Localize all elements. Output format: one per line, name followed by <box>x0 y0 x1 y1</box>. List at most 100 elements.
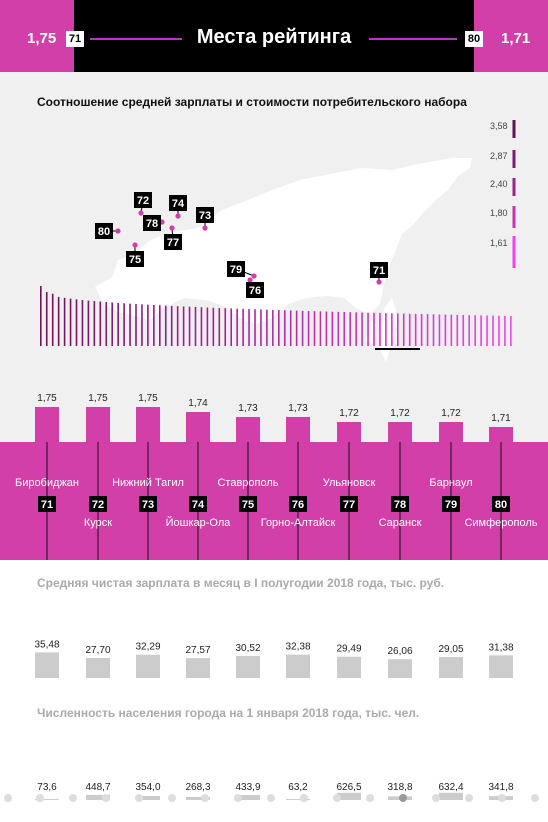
distribution-bar <box>426 314 429 346</box>
pagination-dot[interactable] <box>69 794 77 802</box>
pagination-dot[interactable] <box>168 794 176 802</box>
distribution-bar <box>159 305 161 346</box>
ratio-label: 1,73 <box>238 403 258 414</box>
distribution-bar <box>397 313 399 346</box>
city-name: Курск <box>84 517 112 529</box>
city-name: Йошкар-Ола <box>166 516 232 529</box>
pagination-dot[interactable] <box>102 794 110 802</box>
pagination-dot[interactable] <box>498 794 506 802</box>
ratio-map-chart: 80 72 78 74 77 73 75 79 76 71 <box>40 120 516 362</box>
city-marker-dot <box>132 242 138 248</box>
scale-label-2: 2,87 <box>490 151 508 161</box>
salary-title: Средняя чистая зарплата в месяц в I полу… <box>37 576 445 590</box>
city-name: Барнаул <box>429 477 472 489</box>
city-marker-label: 79 <box>230 264 242 276</box>
rank-badge <box>189 496 207 512</box>
population-label: 626,5 <box>336 782 361 793</box>
distribution-bar <box>278 310 280 346</box>
ratio-distribution-bars <box>40 286 512 346</box>
distribution-bar <box>504 315 506 346</box>
pagination-dot[interactable] <box>432 794 440 802</box>
russia-map <box>95 158 472 324</box>
distribution-bar <box>164 305 167 346</box>
rank-badge <box>38 496 56 512</box>
pagination-dot[interactable] <box>300 794 308 802</box>
ratio-bar <box>337 422 361 442</box>
distribution-bar <box>313 311 316 346</box>
rank-badge <box>442 496 460 512</box>
population-label: 433,9 <box>235 782 260 793</box>
distribution-bar <box>111 302 113 346</box>
rank-label: 77 <box>343 499 355 511</box>
city-name: Ульяновск <box>323 477 376 489</box>
salary-bar <box>489 655 513 678</box>
page-title: Места рейтинга <box>196 26 352 48</box>
city-marker-badge <box>227 261 245 277</box>
city-marker-dot <box>138 210 144 216</box>
salary-bar <box>337 656 361 678</box>
distribution-bar <box>325 311 328 346</box>
city-marker-dot <box>376 279 382 285</box>
distribution-bar <box>492 315 494 346</box>
distribution-bar <box>456 314 459 346</box>
header-left-line <box>90 38 182 40</box>
population-bar <box>186 796 210 800</box>
cities-band <box>0 442 548 560</box>
city-marker-badge <box>246 282 264 298</box>
distribution-bar <box>93 301 96 346</box>
pagination-dot[interactable] <box>399 794 407 802</box>
distribution-bar <box>266 309 268 346</box>
distribution-bar <box>123 303 125 346</box>
pagination-dot[interactable] <box>465 794 473 802</box>
distribution-bar <box>349 312 351 346</box>
ratio-bar <box>236 417 260 442</box>
distribution-bar <box>486 315 488 346</box>
city-marker-label: 71 <box>373 265 385 277</box>
city-marker-label: 76 <box>249 285 261 297</box>
population-label: 632,4 <box>438 782 463 793</box>
city-marker-label: 72 <box>137 195 149 207</box>
distribution-bar <box>87 300 90 346</box>
pagination-dot[interactable] <box>201 794 209 802</box>
distribution-bar <box>40 286 42 346</box>
details-section <box>0 560 548 822</box>
rank-label: 78 <box>394 499 406 511</box>
distribution-bar <box>295 310 298 346</box>
city-name: Нижний Тагил <box>112 477 184 489</box>
distribution-bar <box>402 313 405 346</box>
pagination-dot[interactable] <box>267 794 275 802</box>
city-marker-badge <box>95 223 113 239</box>
pagination-dot[interactable] <box>366 794 374 802</box>
salary-label: 32,38 <box>285 642 310 653</box>
population-bar <box>236 795 260 800</box>
distribution-bar <box>260 309 262 346</box>
pagination-dot[interactable] <box>36 794 44 802</box>
ratio-title: Соотношение средней зарплаты и стоимости… <box>37 95 467 109</box>
pagination-dot[interactable] <box>4 794 12 802</box>
distribution-bar <box>385 313 387 346</box>
ratio-bar <box>136 407 160 442</box>
distribution-bar <box>99 301 102 346</box>
distribution-bar <box>498 315 500 346</box>
city-marker-label: 77 <box>167 237 179 249</box>
distribution-bar <box>331 311 334 346</box>
distribution-bar <box>432 314 435 346</box>
distribution-bar <box>254 309 256 346</box>
city-marker-dot <box>251 273 257 279</box>
city-marker-label: 74 <box>172 198 185 210</box>
city-name: Биробиджан <box>15 477 79 489</box>
ratio-bar <box>35 407 59 442</box>
city-marker-badge <box>164 234 182 250</box>
distribution-bar <box>224 308 227 346</box>
pagination-dot[interactable] <box>135 794 143 802</box>
ratio-bar <box>388 422 412 442</box>
pagination-dot[interactable] <box>531 794 539 802</box>
city-name: Саранск <box>379 517 422 529</box>
pagination-dot[interactable] <box>333 794 341 802</box>
pagination-dot[interactable] <box>234 794 242 802</box>
ratio-bar <box>186 412 210 442</box>
city-marker-dot <box>202 225 208 231</box>
distribution-bar <box>307 310 310 346</box>
salary-bar <box>136 654 160 678</box>
city-marker-badge <box>370 262 388 278</box>
